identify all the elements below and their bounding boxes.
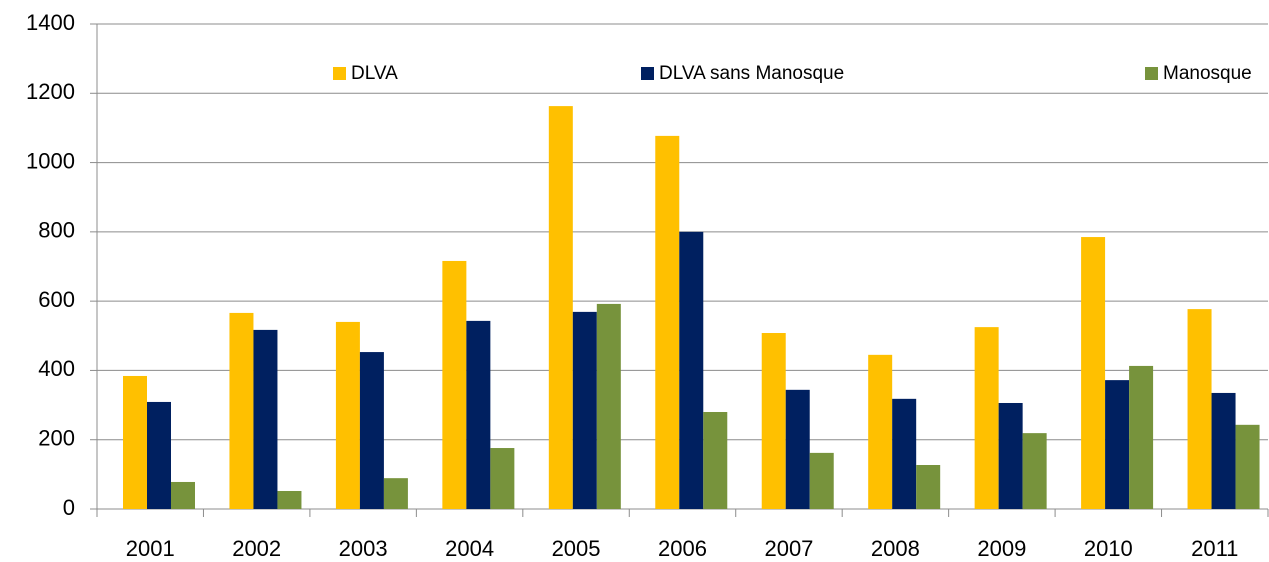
- bar: [548, 106, 573, 509]
- bar: [596, 303, 621, 509]
- y-tick-label: 1000: [26, 148, 75, 173]
- bar: [1105, 380, 1130, 509]
- bar: [171, 481, 195, 509]
- bar: [572, 311, 597, 509]
- legend-label: DLVA: [351, 63, 398, 84]
- bar: [1129, 365, 1154, 509]
- bar: [253, 329, 278, 509]
- bar: [1235, 424, 1260, 509]
- bar: [359, 352, 384, 509]
- legend-swatch: [333, 67, 346, 80]
- bar: [229, 312, 254, 509]
- bar: [761, 333, 786, 509]
- bar: [998, 402, 1023, 509]
- bar: [1211, 392, 1236, 509]
- x-tick-label: 2006: [658, 536, 707, 561]
- bar: [809, 452, 834, 509]
- x-tick-label: 2009: [977, 536, 1026, 561]
- bar: [679, 231, 704, 509]
- y-tick-label: 400: [38, 356, 75, 381]
- bar: [868, 354, 893, 509]
- legend-label: DLVA sans Manosque: [659, 63, 844, 84]
- y-tick-label: 800: [38, 218, 75, 243]
- x-tick-label: 2010: [1084, 536, 1133, 561]
- y-tick-label: 600: [38, 287, 75, 312]
- x-tick-label: 2007: [764, 536, 813, 561]
- bar: [892, 398, 917, 509]
- bar: [490, 448, 515, 509]
- y-tick-label: 1400: [26, 10, 75, 35]
- bar: [1022, 433, 1047, 509]
- bar: [703, 412, 728, 509]
- legend-swatch: [1145, 67, 1158, 80]
- bar: [1081, 237, 1106, 509]
- bar: [466, 320, 491, 509]
- y-tick-label: 1200: [26, 79, 75, 104]
- bar: [147, 401, 171, 509]
- x-tick-label: 2003: [339, 536, 388, 561]
- bar: [277, 490, 302, 509]
- bar: [916, 465, 941, 509]
- y-tick-label: 0: [63, 495, 75, 520]
- legend-label: Manosque: [1163, 63, 1252, 84]
- bar: [1187, 309, 1212, 509]
- x-tick-label: 2008: [871, 536, 920, 561]
- y-tick-label: 200: [38, 426, 75, 451]
- x-tick-label: 2002: [232, 536, 281, 561]
- legend-swatch: [641, 67, 654, 80]
- x-tick-label: 2004: [445, 536, 494, 561]
- x-tick-label: 2001: [126, 536, 175, 561]
- bar: [335, 321, 360, 509]
- bar: [655, 135, 680, 509]
- bar: [974, 327, 999, 509]
- bar: [123, 375, 147, 509]
- bar: [785, 389, 810, 509]
- bar: [383, 478, 408, 509]
- x-tick-label: 2011: [1191, 536, 1238, 561]
- x-tick-label: 2005: [552, 536, 601, 561]
- bar: [442, 260, 467, 509]
